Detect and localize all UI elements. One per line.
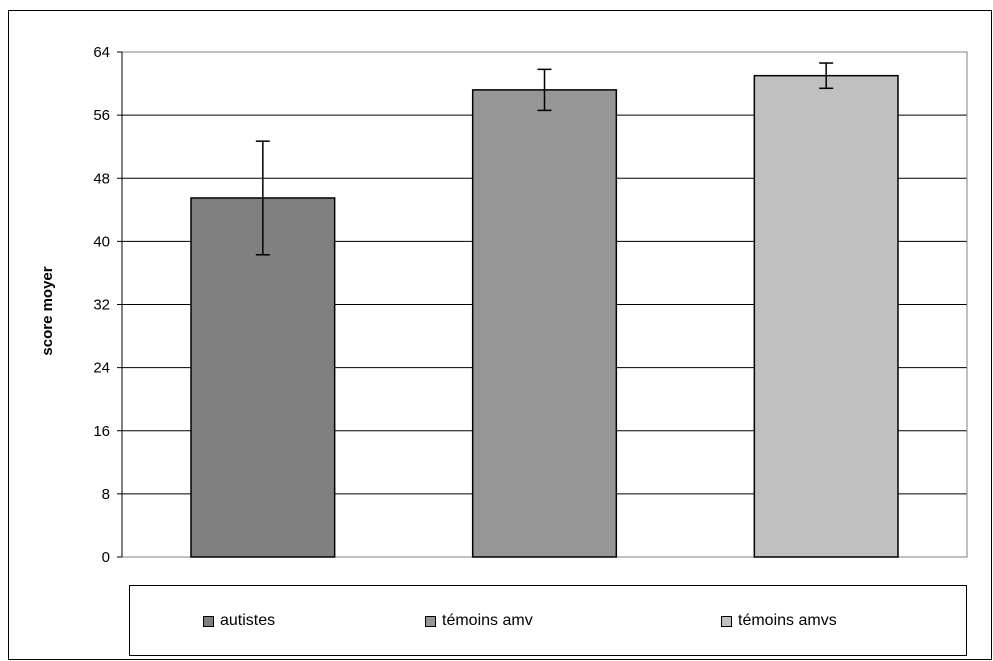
error-bars [255, 62, 834, 256]
y-tick-label-0: 0 [102, 549, 110, 566]
y-tick-label-64: 64 [93, 44, 110, 61]
legend-label-temoins-amv: témoins amv [442, 612, 533, 629]
error-bar-autistes [255, 140, 270, 256]
y-tick-label-8: 8 [102, 486, 110, 503]
y-axis-ticks: 0 8 16 24 32 40 48 56 64 [93, 44, 122, 566]
legend: autistes témoins amv témoins amvs [129, 585, 967, 656]
bar-t-moins-amv [471, 89, 618, 558]
error-bar-t-moins-amvs [819, 62, 834, 90]
legend-item-temoins-amvs: témoins amvs [721, 612, 837, 630]
legend-item-temoins-amv: témoins amv [425, 612, 533, 630]
bar-autistes [190, 197, 336, 558]
y-tick-label-32: 32 [93, 297, 110, 314]
bar-t-moins-amvs [753, 74, 899, 558]
legend-swatch-temoins-amvs [721, 615, 732, 627]
chart-frame [8, 10, 992, 660]
legend-label-autistes: autistes [220, 612, 276, 629]
legend-item-autistes: autistes [203, 612, 275, 630]
legend-swatch-temoins-amv [425, 615, 436, 627]
y-tick-label-48: 48 [93, 170, 110, 187]
y-tick-label-40: 40 [93, 233, 110, 250]
bars [190, 74, 899, 558]
y-axis-label: score moyer [39, 266, 56, 355]
y-tick-label-56: 56 [93, 107, 110, 124]
legend-label-temoins-amvs: témoins amvs [738, 612, 837, 629]
error-bar-t-moins-amv [537, 68, 552, 112]
legend-swatch-autistes [203, 615, 214, 627]
y-tick-label-16: 16 [93, 423, 110, 440]
y-tick-label-24: 24 [93, 360, 110, 377]
